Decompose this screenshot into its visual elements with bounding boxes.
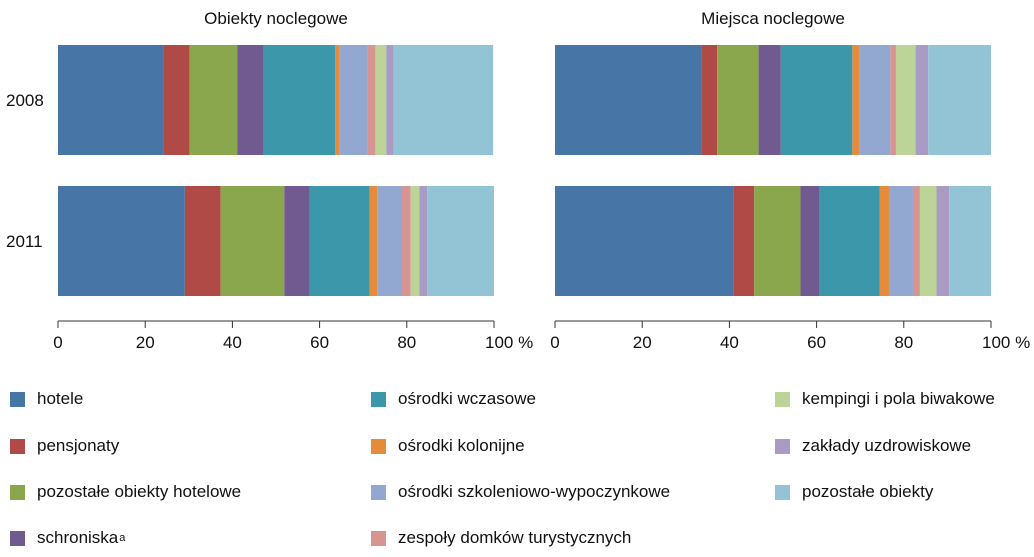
bar-segment-1-2011-3 [220,186,285,296]
bar-segment-1-2008-10 [386,45,394,155]
bar-segment-2-2008-3 [717,45,759,155]
bar-segment-1-2008-6 [335,45,340,155]
x-tick-label-2-0: 0 [550,333,559,352]
bar-segment-1-2008-1 [58,45,164,155]
bar-segment-2-2008-4 [758,45,781,155]
bar-segment-1-2008-5 [263,45,336,155]
panel-title-2: Miejsca noclegowe [701,9,845,28]
x-tick-label-2-40: 40 [720,333,739,352]
bar-segment-2-2011-7 [888,186,913,296]
bar-segment-1-2011-11 [427,186,494,296]
bar-segment-2-2011-2 [733,186,755,296]
x-tick-label-1-0: 0 [53,333,62,352]
bar-segment-1-2011-9 [410,186,420,296]
x-tick-label-1-20: 20 [136,333,155,352]
bar-segment-1-2011-8 [402,186,411,296]
bar-segment-1-2008-8 [367,45,376,155]
bar-segment-2-2011-10 [936,186,950,296]
bar-segment-2-2011-1 [555,186,734,296]
bar-segment-1-2011-1 [58,186,185,296]
bar-segment-2-2011-8 [912,186,920,296]
bar-segment-2-2011-9 [919,186,937,296]
x-tick-label-2-80: 80 [894,333,913,352]
bar-segment-1-2011-6 [369,186,378,296]
bar-segment-1-2008-2 [163,45,190,155]
bar-segment-2-2008-8 [890,45,896,155]
bar-segment-1-2011-4 [284,186,310,296]
bar-segment-1-2008-11 [393,45,494,155]
bar-segment-2-2008-11 [928,45,991,155]
bar-segment-1-2008-9 [375,45,387,155]
bar-segment-2-2011-5 [819,186,880,296]
bar-segment-1-2008-7 [339,45,368,155]
bar-segment-2-2008-9 [895,45,916,155]
bar-segment-2-2008-10 [915,45,929,155]
x-tick-label-2-60: 60 [807,333,826,352]
bar-segment-2-2011-6 [879,186,889,296]
x-tick-label-2-20: 20 [633,333,652,352]
category-label-2011: 2011 [6,232,43,251]
x-tick-label-1-60: 60 [310,333,329,352]
bar-segment-2-2008-5 [780,45,853,155]
bar-segment-2-2008-1 [555,45,702,155]
x-tick-label-1-40: 40 [223,333,242,352]
panel-title-1: Obiekty noclegowe [204,9,348,28]
x-tick-label-2-100: 100 % [982,333,1030,352]
bar-segment-1-2011-5 [309,186,370,296]
bar-segment-2-2008-6 [852,45,860,155]
bar-segment-1-2008-4 [237,45,264,155]
x-tick-label-1-80: 80 [397,333,416,352]
bar-segment-2-2008-2 [701,45,718,155]
bar-segment-2-2011-11 [949,186,991,296]
category-label-2008: 2008 [6,91,44,110]
bar-segment-2-2011-4 [800,186,820,296]
bar-segment-2-2011-3 [754,186,801,296]
bar-segment-1-2008-3 [189,45,238,155]
x-tick-label-1-100: 100 % [485,333,533,352]
bar-segment-1-2011-2 [184,186,221,296]
bar-segment-2-2008-7 [859,45,891,155]
bar-segment-1-2011-7 [377,186,403,296]
bar-segment-1-2011-10 [419,186,428,296]
